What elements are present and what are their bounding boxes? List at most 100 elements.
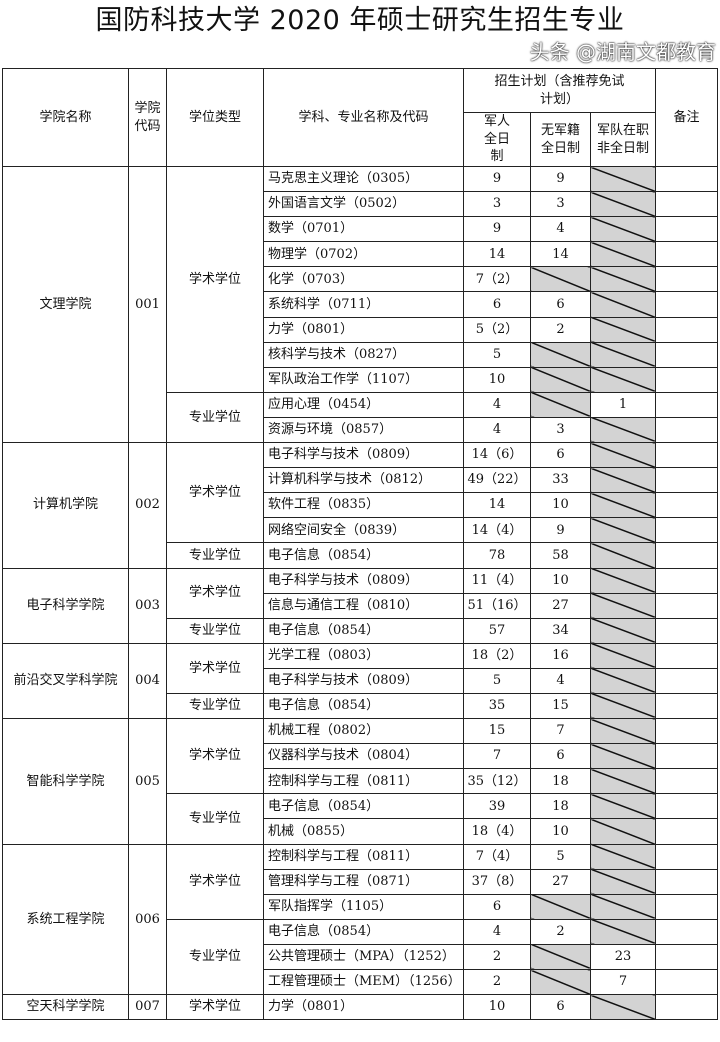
college-name: 智能科学学院 — [2, 718, 129, 845]
college-name: 电子科学学院 — [2, 567, 129, 644]
military-pt-count-not-applicable — [590, 768, 656, 795]
notes-cell — [655, 216, 718, 243]
civilian-ft-count: 6 — [530, 743, 591, 770]
subject-name: 电子信息（0854） — [263, 692, 464, 720]
table-row: 空天科学学院 007 学术学位 力学（0801） 10 6 — [2, 994, 718, 1021]
subject-name: 马克思主义理论（0305） — [263, 165, 464, 193]
military-ft-count: 49（22） — [463, 467, 531, 494]
subject-name: 机械工程（0802） — [263, 718, 464, 745]
subject-name: 数学（0701） — [263, 216, 464, 243]
table-row: 专业学位 电子信息（0854） 35 15 — [3, 692, 718, 720]
degree-type: 专业学位 — [166, 542, 264, 569]
notes-cell — [655, 617, 718, 644]
civilian-ft-count: 27 — [530, 592, 591, 619]
civilian-ft-count: 4 — [530, 216, 591, 243]
notes-cell — [655, 316, 718, 343]
subject-name: 力学（0801） — [263, 994, 464, 1021]
table-row: 管理科学与工程（0871） 37（8） 27 — [3, 868, 718, 895]
civilian-ft-count: 15 — [530, 692, 591, 720]
subject-name: 电子信息（0854） — [263, 617, 464, 644]
degree-type: 学术学位 — [166, 843, 264, 920]
civilian-ft-count: 2 — [530, 918, 591, 945]
table-row: 计算机学院 002 学术学位 电子科学与技术（0809） 14（6） 6 — [2, 442, 718, 569]
table-row: 计算机科学与技术（0812） 49（22） 33 — [3, 467, 718, 494]
subject-name: 军队指挥学（1105） — [263, 893, 464, 920]
military-pt-count-not-applicable — [590, 191, 656, 218]
subject-name: 仪器科学与技术（0804） — [263, 743, 464, 770]
military-ft-count: 10 — [463, 994, 531, 1021]
notes-cell — [655, 442, 718, 469]
college-name: 前沿交叉学科学院 — [2, 642, 129, 720]
civilian-ft-count: 7 — [530, 718, 591, 745]
civilian-ft-count: 18 — [530, 793, 591, 820]
subject-name: 网络空间安全（0839） — [263, 517, 464, 544]
subject-name: 核科学与技术（0827） — [263, 341, 464, 368]
header-degree: 学位类型 — [166, 68, 264, 167]
degree-type: 专业学位 — [166, 692, 264, 720]
civilian-ft-count: 14 — [530, 241, 591, 268]
military-pt-count-not-applicable — [590, 692, 656, 720]
military-pt-count-not-applicable — [590, 492, 656, 519]
notes-cell — [655, 391, 718, 418]
notes-cell — [655, 994, 718, 1021]
table-row: 智能科学学院 005 学术学位 机械工程（0802） 15 7 — [2, 718, 718, 845]
notes-cell — [655, 893, 718, 920]
header-college: 学院名称 — [2, 68, 129, 167]
military-ft-count: 18（2） — [463, 642, 531, 669]
civilian-ft-count: 34 — [530, 617, 591, 644]
military-pt-count: 1 — [590, 391, 656, 418]
subject-name: 电子科学与技术（0809） — [263, 667, 464, 694]
military-pt-count-not-applicable — [590, 793, 656, 820]
notes-cell — [655, 642, 718, 669]
civilian-ft-count: 9 — [530, 517, 591, 544]
college-code: 004 — [128, 642, 167, 720]
subject-name: 信息与通信工程（0810） — [263, 592, 464, 619]
civilian-ft-count-not-applicable — [530, 893, 591, 920]
table-row: 化学（0703） 7（2） — [3, 266, 718, 293]
civilian-ft-count-not-applicable — [530, 366, 591, 393]
notes-cell — [655, 818, 718, 845]
table-row: 前沿交叉学科学院 004 学术学位 光学工程（0803） 18（2） 16 — [2, 642, 718, 720]
subject-name: 公共管理硕士（MPA）（1252） — [263, 943, 464, 971]
civilian-ft-count: 4 — [530, 667, 591, 694]
notes-cell — [655, 968, 718, 996]
subject-name: 计算机科学与技术（0812） — [263, 467, 464, 494]
college-name: 系统工程学院 — [2, 843, 129, 996]
subject-name: 电子信息（0854） — [263, 918, 464, 945]
military-pt-count-not-applicable — [590, 316, 656, 343]
subject-name: 控制科学与工程（0811） — [263, 843, 464, 870]
degree-type: 学术学位 — [166, 642, 264, 694]
military-ft-count: 7（2） — [463, 266, 531, 293]
degree-type: 专业学位 — [166, 391, 264, 444]
header-plan: 招生计划（含推荐免试计划） — [463, 68, 656, 113]
degree-type: 专业学位 — [166, 918, 264, 996]
subject-name: 电子信息（0854） — [263, 542, 464, 569]
header-code: 学院代码 — [128, 68, 167, 167]
civilian-ft-count: 9 — [530, 165, 591, 193]
notes-cell — [655, 492, 718, 519]
military-ft-count: 4 — [463, 391, 531, 418]
subject-name: 电子科学与技术（0809） — [263, 442, 464, 469]
table-row: 数学（0701） 9 4 — [3, 216, 718, 243]
military-ft-count: 6 — [463, 291, 531, 318]
civilian-ft-count: 10 — [530, 492, 591, 519]
civilian-ft-count: 6 — [530, 442, 591, 469]
civilian-ft-count: 10 — [530, 567, 591, 594]
subject-name: 系统科学（0711） — [263, 291, 464, 318]
military-pt-count-not-applicable — [590, 542, 656, 569]
military-ft-count: 37（8） — [463, 868, 531, 895]
notes-cell — [655, 692, 718, 720]
military-pt-count-not-applicable — [590, 291, 656, 318]
civilian-ft-count: 10 — [530, 818, 591, 845]
notes-cell — [655, 266, 718, 293]
military-ft-count: 51（16） — [463, 592, 531, 619]
notes-cell — [655, 165, 718, 193]
header-military-pt: 军队在职非全日制 — [590, 112, 656, 167]
military-ft-count: 5（2） — [463, 316, 531, 343]
notes-cell — [655, 567, 718, 594]
military-pt-count-not-applicable — [590, 918, 656, 945]
table-row: 物理学（0702） 14 14 — [3, 241, 718, 268]
military-ft-count: 9 — [463, 165, 531, 193]
table-row: 控制科学与工程（0811） 35（12） 18 — [3, 768, 718, 795]
military-ft-count: 7（4） — [463, 843, 531, 870]
